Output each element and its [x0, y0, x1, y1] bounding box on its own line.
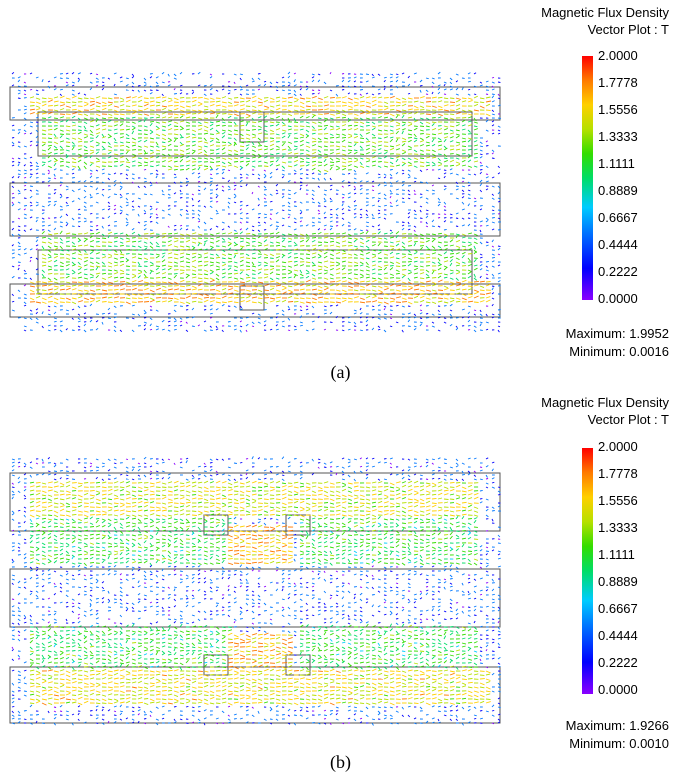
tick-label: 1.1111	[598, 156, 635, 171]
tick-label: 1.1111	[598, 547, 635, 562]
tick-label: 1.7778	[598, 466, 638, 481]
tick-label: 1.3333	[598, 520, 638, 535]
flux-vector-plot-b	[9, 456, 501, 726]
legend-title: Magnetic Flux Density Vector Plot : T	[541, 394, 669, 428]
legend-title-line1: Magnetic Flux Density	[541, 395, 669, 410]
tick-label: 0.6667	[598, 601, 638, 616]
tick-label: 1.5556	[598, 493, 638, 508]
tick-label: 2.0000	[598, 439, 638, 454]
tick-label: 0.2222	[598, 655, 638, 670]
tick-label: 0.0000	[598, 682, 638, 697]
figure-panel-b: Magnetic Flux Density Vector Plot : T 2.…	[0, 390, 681, 780]
tick-label: 0.0000	[598, 291, 638, 306]
tick-label: 0.6667	[598, 210, 638, 225]
maximum-value: Maximum: 1.9266	[565, 718, 669, 733]
vector-field	[11, 71, 501, 333]
tick-label: 1.3333	[598, 129, 638, 144]
tick-label: 2.0000	[598, 48, 638, 63]
flux-vector-plot-a	[9, 71, 501, 333]
figure-panel-a: Magnetic Flux Density Vector Plot : T 2.…	[9, 4, 669, 382]
tick-label: 0.8889	[598, 574, 638, 589]
color-scale-bar	[582, 448, 593, 694]
legend-title-line1: Magnetic Flux Density	[541, 5, 669, 20]
geometry-outlines	[9, 472, 501, 724]
tick-label: 1.5556	[598, 102, 638, 117]
minimum-value: Minimum: 0.0016	[569, 344, 669, 359]
tick-label: 1.7778	[598, 75, 638, 90]
color-scale-bar	[582, 56, 593, 300]
min-max-readout: Maximum: 1.9952 Minimum: 0.0016	[566, 325, 669, 361]
legend-title-line2: Vector Plot : T	[587, 22, 669, 37]
figure-caption: (b)	[330, 752, 351, 772]
tick-label: 0.4444	[598, 237, 638, 252]
minimum-value: Minimum: 0.0010	[569, 736, 669, 751]
legend-title: Magnetic Flux Density Vector Plot : T	[541, 4, 669, 38]
tick-label: 0.8889	[598, 183, 638, 198]
tick-label: 0.2222	[598, 264, 638, 279]
figure-caption: (a)	[330, 362, 351, 382]
tick-label: 0.4444	[598, 628, 638, 643]
maximum-value: Maximum: 1.9952	[565, 326, 669, 341]
legend-title-line2: Vector Plot : T	[587, 412, 669, 427]
vector-field	[11, 456, 501, 726]
geometry-outlines	[9, 86, 501, 318]
min-max-readout: Maximum: 1.9266 Minimum: 0.0010	[566, 717, 669, 753]
